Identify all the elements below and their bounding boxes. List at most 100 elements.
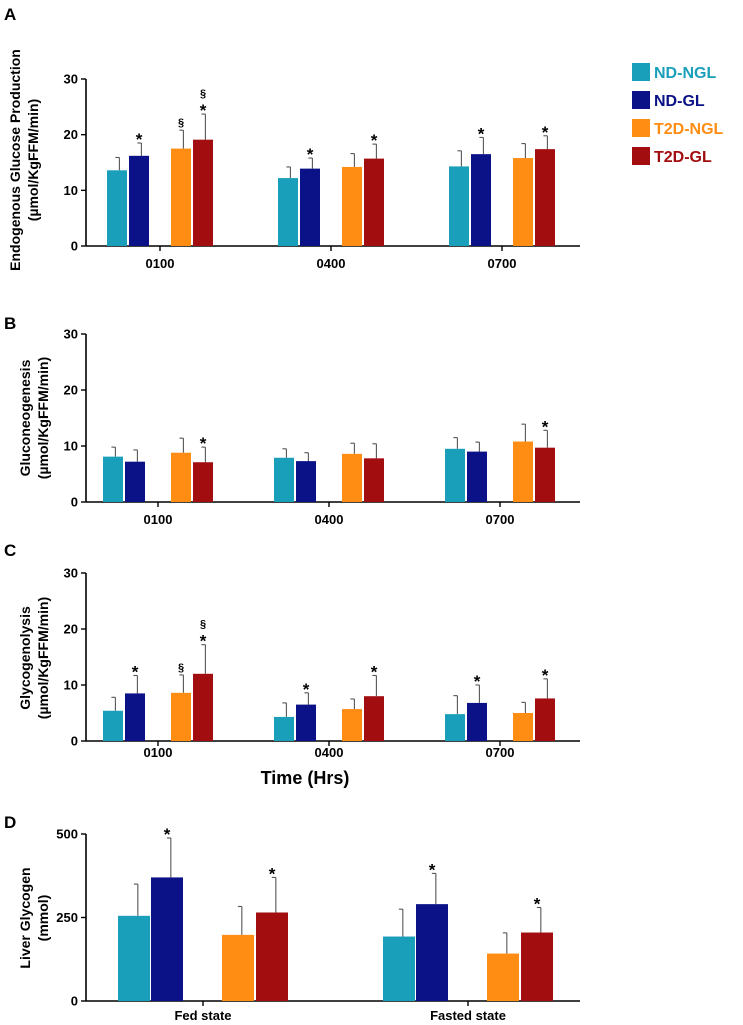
panel-D: D Liver Glycogen (mmol) 0 250 500 * * Fed state *… <box>4 813 580 1023</box>
y-axis-label: Gluconeogenesis (µmol/KgFFM/min) <box>17 357 51 479</box>
y-tick-label: 250 <box>56 910 78 925</box>
x-category-label: 0400 <box>315 745 344 760</box>
bar-T2D-GL-0100 <box>193 462 213 502</box>
x-category-label: Fasted state <box>430 1008 506 1023</box>
x-category-label: 0700 <box>486 745 515 760</box>
y-axis-label: Endogenous Glucose Production (µmol/KgFFM… <box>7 49 41 271</box>
x-category-label: 0100 <box>146 256 175 271</box>
bar-ND-NGL-0100 <box>103 456 123 502</box>
y-tick-label: 0 <box>71 239 78 254</box>
significance-star: * <box>269 864 276 883</box>
significance-star: * <box>164 825 171 844</box>
legend-label: T2D-NGL <box>654 121 724 138</box>
bar-T2D-GL-0100 <box>193 139 213 246</box>
bar-T2D-NGL-0700 <box>513 158 533 246</box>
y-tick-label: 10 <box>64 183 78 198</box>
x-category-label: 0100 <box>144 745 173 760</box>
y-tick-label: 20 <box>64 127 78 142</box>
legend-swatch <box>632 119 650 137</box>
significance-star: * <box>132 662 139 681</box>
x-category-label: 0700 <box>486 512 515 527</box>
panel-letter: A <box>4 5 16 24</box>
significance-star: * <box>542 666 549 685</box>
bar-T2D-NGL-0100 <box>171 452 191 502</box>
bar-ND-NGL-0700 <box>445 714 465 741</box>
significance-star: * <box>542 417 549 436</box>
legend-swatch <box>632 147 650 165</box>
bar-T2D-NGL-0400 <box>342 709 362 741</box>
y-tick-label: 30 <box>64 72 78 87</box>
significance-star: * <box>200 434 207 453</box>
significance-star: * <box>542 123 549 142</box>
legend-label: ND-GL <box>654 93 705 110</box>
bar-T2D-GL-0400 <box>364 696 384 741</box>
significance-star: * <box>429 860 436 879</box>
panel-letter: D <box>4 813 16 832</box>
bar-T2D-NGL-0400 <box>342 453 362 502</box>
significance-star: * <box>307 145 314 164</box>
bar-ND-NGL-Fed state <box>118 915 150 1001</box>
bar-T2D-NGL-0100 <box>171 148 191 246</box>
y-tick-label: 10 <box>64 678 78 693</box>
bar-ND-GL-0100 <box>125 461 145 502</box>
bar-ND-NGL-0400 <box>274 457 294 502</box>
bar-ND-NGL-0100 <box>103 710 123 741</box>
y-tick-label: 30 <box>64 327 78 342</box>
y-tick-label: 20 <box>64 622 78 637</box>
bar-T2D-NGL-0700 <box>513 713 533 741</box>
bar-T2D-GL-0700 <box>535 149 555 246</box>
y-axis-label-line: (µmol/KgFFM/min) <box>25 99 41 221</box>
y-tick-label: 20 <box>64 383 78 398</box>
significance-star: * <box>200 101 207 120</box>
significance-section: § <box>178 662 184 674</box>
x-category-label: Fed state <box>174 1008 231 1023</box>
legend-label: T2D-GL <box>654 149 712 166</box>
x-category-label: 0100 <box>144 512 173 527</box>
bar-ND-NGL-0700 <box>449 166 469 246</box>
significance-star: * <box>371 662 378 681</box>
bar-ND-GL-0700 <box>471 154 491 246</box>
bar-ND-GL-0400 <box>296 461 316 502</box>
panel-letter: C <box>4 541 16 560</box>
x-category-label: 0400 <box>317 256 346 271</box>
bar-ND-NGL-0400 <box>278 178 298 246</box>
y-axis-label-line: (µmol/KgFFM/min) <box>35 597 51 719</box>
y-tick-label: 0 <box>71 994 78 1009</box>
bar-ND-GL-0400 <box>300 168 320 246</box>
bar-T2D-GL-0700 <box>535 447 555 502</box>
bar-ND-GL-Fed state <box>151 877 183 1001</box>
significance-star: * <box>474 672 481 691</box>
significance-star: * <box>136 130 143 149</box>
bar-ND-GL-0100 <box>125 693 145 741</box>
bar-T2D-GL-0400 <box>364 458 384 502</box>
bar-T2D-GL-Fed state <box>256 912 288 1001</box>
bar-T2D-GL-0100 <box>193 673 213 741</box>
legend-label: ND-NGL <box>654 65 716 82</box>
bar-ND-NGL-0100 <box>107 170 127 246</box>
y-axis-label-line: Glycogenolysis <box>17 606 33 710</box>
bar-T2D-NGL-0100 <box>171 692 191 741</box>
x-category-label: 0700 <box>488 256 517 271</box>
bar-ND-NGL-Fasted state <box>383 936 415 1001</box>
bar-T2D-GL-Fasted state <box>521 932 553 1001</box>
y-axis-label-line: Liver Glycogen <box>17 867 33 968</box>
significance-star: * <box>534 894 541 913</box>
significance-star: * <box>371 131 378 150</box>
bar-T2D-NGL-0400 <box>342 166 362 246</box>
legend: ND-NGL ND-GL T2D-NGL T2D-GL <box>632 63 724 166</box>
significance-section: § <box>200 619 206 631</box>
y-tick-label: 30 <box>64 566 78 581</box>
y-tick-label: 0 <box>71 734 78 749</box>
y-axis-label: Glycogenolysis (µmol/KgFFM/min) <box>17 597 51 719</box>
bar-T2D-GL-0400 <box>364 158 384 246</box>
y-tick-label: 500 <box>56 827 78 842</box>
bar-T2D-NGL-0700 <box>513 441 533 502</box>
y-axis-label-line: (µmol/KgFFM/min) <box>35 357 51 479</box>
bar-ND-GL-0700 <box>467 451 487 502</box>
bar-ND-NGL-0700 <box>445 448 465 502</box>
significance-star: * <box>200 632 207 651</box>
panel-A: A Endogenous Glucose Production (µmol/KgFF… <box>4 5 580 271</box>
bar-ND-NGL-0400 <box>274 716 294 741</box>
